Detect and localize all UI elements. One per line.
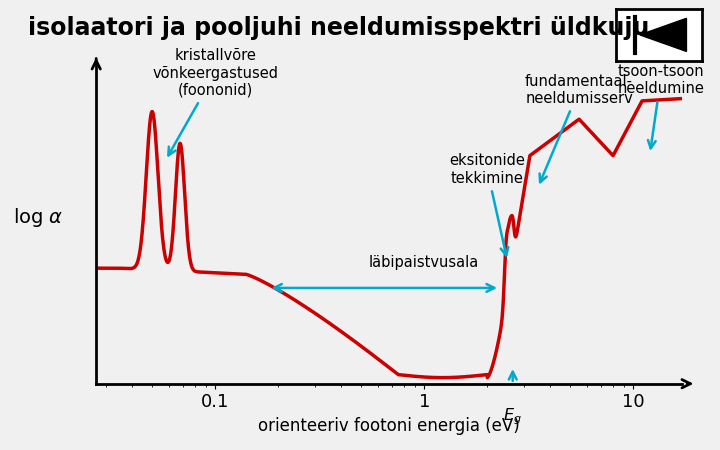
Text: $E_g$: $E_g$: [503, 406, 522, 427]
Text: fundamentaal-
neeldumisserv: fundamentaal- neeldumisserv: [525, 73, 633, 182]
Text: tsoon-tsoon
neeldumine: tsoon-tsoon neeldumine: [617, 64, 704, 148]
X-axis label: orienteeriv footoni energia (eV): orienteeriv footoni energia (eV): [258, 417, 520, 435]
Text: isolaatori ja pooljuhi neeldumisspektri üldkuju: isolaatori ja pooljuhi neeldumisspektri …: [27, 16, 649, 40]
Text: log $\alpha$: log $\alpha$: [14, 206, 64, 229]
Text: kristallvõre
võnkeergastused
(foononid): kristallvõre võnkeergastused (foononid): [152, 48, 278, 155]
Text: eksitonide
tekkimine: eksitonide tekkimine: [449, 153, 525, 255]
Polygon shape: [640, 18, 686, 51]
Text: läbipaistvusala: läbipaistvusala: [369, 255, 479, 270]
